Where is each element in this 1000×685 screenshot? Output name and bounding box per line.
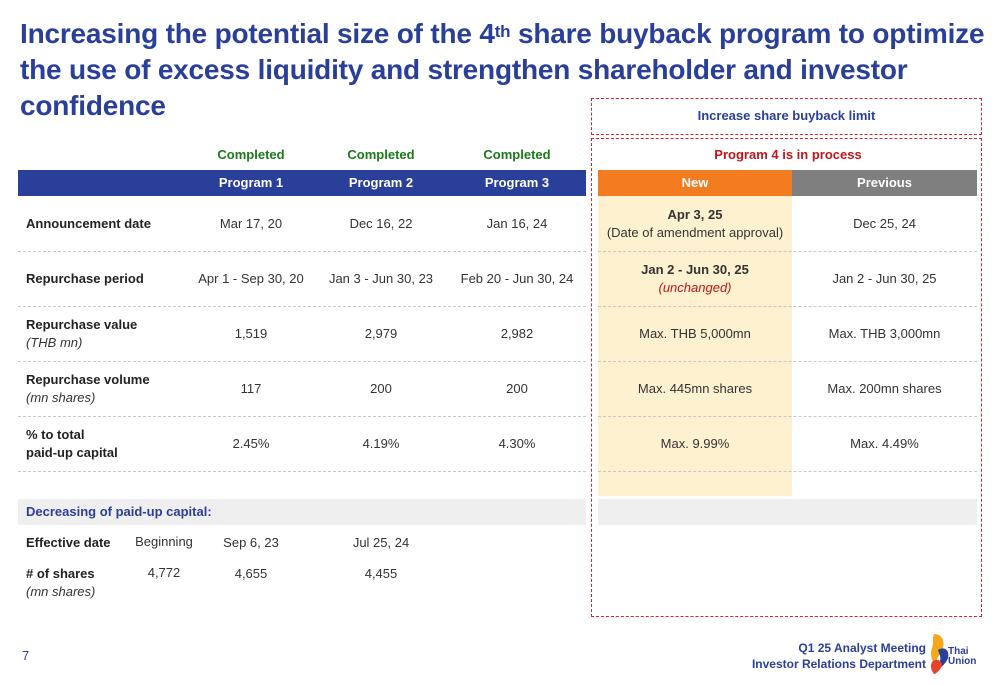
cell-pct-p1: 2.45% bbox=[232, 435, 270, 451]
header-new: New bbox=[681, 175, 709, 190]
paidup-header-bg bbox=[18, 499, 586, 525]
row-divider bbox=[18, 361, 586, 362]
status-program-1: Completed bbox=[217, 147, 285, 162]
cell-pct-p2: 4.19% bbox=[362, 435, 400, 451]
status-program-2: Completed bbox=[347, 147, 415, 162]
logo-text: Thai Union bbox=[948, 646, 977, 667]
header-previous: Previous bbox=[857, 175, 912, 190]
cell-period-p2: Jan 3 - Jun 30, 23 bbox=[328, 270, 434, 286]
effective-date-p2: Jul 25, 24 bbox=[352, 535, 410, 550]
row-divider bbox=[18, 251, 586, 252]
new-column-highlight bbox=[598, 196, 792, 496]
row-divider bbox=[598, 471, 977, 472]
cell-period-previous: Jan 2 - Jun 30, 25 bbox=[832, 270, 937, 286]
header-program-3: Program 3 bbox=[484, 175, 550, 190]
increase-limit-label: Increase share buyback limit bbox=[697, 108, 876, 123]
cell-volume-p3: 200 bbox=[506, 380, 528, 396]
status-program-4: Program 4 is in process bbox=[714, 147, 862, 162]
increase-limit-box bbox=[591, 98, 982, 135]
logo-mark-icon bbox=[930, 634, 949, 674]
cell-pct-p3: 4.30% bbox=[498, 435, 536, 451]
row-divider bbox=[18, 471, 586, 472]
paidup-header: Decreasing of paid-up capital: bbox=[26, 504, 212, 519]
thai-union-logo: Thai Union bbox=[928, 632, 976, 676]
cell-announcement-new: Apr 3, 25 (Date of amendment approval) bbox=[606, 206, 784, 240]
effective-date-p1: Sep 6, 23 bbox=[223, 535, 279, 550]
header-program-1: Program 1 bbox=[218, 175, 284, 190]
shares-p1: 4,655 bbox=[234, 566, 268, 581]
effective-date-label: Effective date bbox=[26, 535, 111, 550]
row-label-period: Repurchase period bbox=[26, 270, 144, 286]
paidup-header-bg-right bbox=[598, 499, 977, 525]
cell-period-p3: Feb 20 - Jun 30, 24 bbox=[460, 270, 574, 286]
cell-value-previous: Max. THB 3,000mn bbox=[828, 325, 941, 341]
cell-volume-p1: 117 bbox=[240, 380, 262, 396]
row-divider bbox=[598, 361, 977, 362]
effective-date-beginning: Beginning bbox=[135, 534, 193, 549]
row-label-announcement: Announcement date bbox=[26, 215, 151, 231]
cell-value-p3: 2,982 bbox=[500, 325, 534, 341]
cell-announcement-p2: Dec 16, 22 bbox=[349, 215, 413, 231]
cell-announcement-p3: Jan 16, 24 bbox=[486, 215, 548, 231]
shares-label: # of shares (mn shares) bbox=[26, 566, 96, 599]
row-divider bbox=[598, 251, 977, 252]
program4-box bbox=[591, 138, 982, 617]
cell-pct-new: Max. 9.99% bbox=[660, 435, 730, 451]
page-title: Increasing the potential size of the 4th… bbox=[20, 18, 985, 121]
row-divider bbox=[18, 306, 586, 307]
cell-value-p1: 1,519 bbox=[234, 325, 268, 341]
cell-volume-new: Max. 445mn shares bbox=[637, 380, 753, 396]
cell-value-new: Max. THB 5,000mn bbox=[639, 325, 751, 341]
row-divider bbox=[598, 306, 977, 307]
row-label-value: Repurchase value (THB mn) bbox=[26, 316, 138, 350]
shares-beginning: 4,772 bbox=[147, 565, 181, 580]
row-label-volume: Repurchase volume (mn shares) bbox=[26, 371, 150, 405]
row-divider bbox=[598, 416, 977, 417]
page-number: 7 bbox=[22, 648, 30, 663]
footer-text: Q1 25 Analyst Meeting Investor Relations… bbox=[751, 641, 926, 671]
row-label-pct: % to total paid-up capital bbox=[26, 426, 118, 460]
cell-announcement-previous: Dec 25, 24 bbox=[853, 215, 916, 231]
header-bar-programs bbox=[18, 170, 586, 196]
header-program-2: Program 2 bbox=[348, 175, 414, 190]
row-divider bbox=[18, 416, 586, 417]
cell-announcement-p1: Mar 17, 20 bbox=[219, 215, 283, 231]
cell-period-new: Jan 2 - Jun 30, 25 (unchanged) bbox=[641, 261, 749, 295]
cell-pct-previous: Max. 4.49% bbox=[850, 435, 919, 451]
header-bar-new bbox=[598, 170, 792, 196]
status-program-3: Completed bbox=[483, 147, 551, 162]
cell-volume-p2: 200 bbox=[370, 380, 392, 396]
cell-value-p2: 2,979 bbox=[364, 325, 398, 341]
header-bar-previous bbox=[792, 170, 977, 196]
cell-period-p1: Apr 1 - Sep 30, 20 bbox=[198, 270, 304, 286]
cell-volume-previous: Max. 200mn shares bbox=[827, 380, 942, 396]
shares-p2: 4,455 bbox=[364, 566, 398, 581]
